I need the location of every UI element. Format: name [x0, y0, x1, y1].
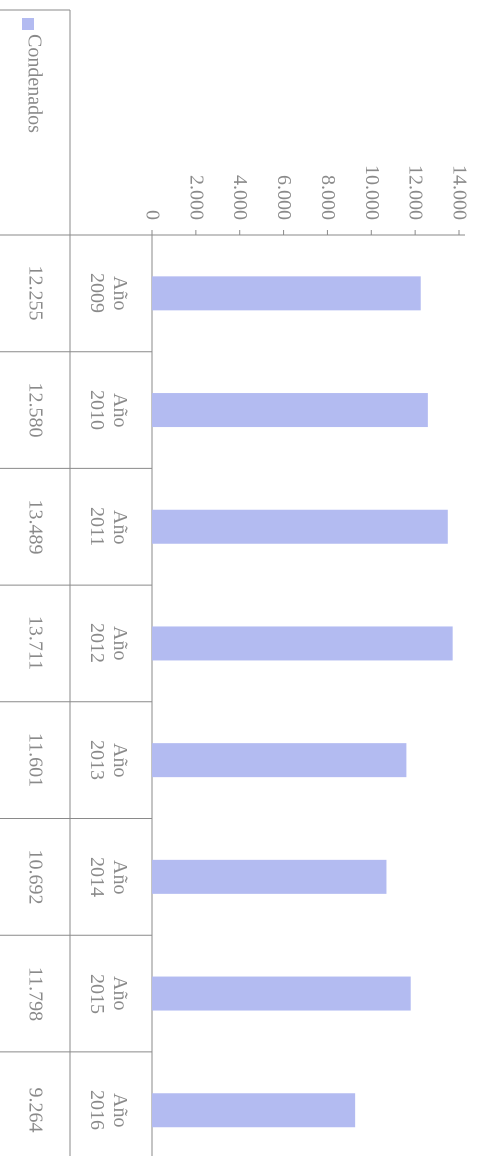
category-label: Año 2009 — [86, 273, 131, 314]
value-label: 11.798 — [24, 966, 47, 1021]
category-label: Año 2011 — [86, 507, 131, 547]
x-tick-label: 6.000 — [273, 175, 296, 220]
value-label: 10.692 — [24, 849, 47, 905]
category-label: Año 2012 — [86, 623, 131, 664]
x-tick-label: 0 — [141, 210, 164, 220]
x-tick-label: 14.000 — [448, 165, 471, 220]
bar — [152, 276, 421, 311]
bar — [152, 976, 411, 1011]
bar — [152, 743, 407, 778]
x-tick-label: 12.000 — [404, 165, 427, 220]
value-label: 12.580 — [24, 382, 47, 438]
category-label: Año 2016 — [86, 1090, 131, 1131]
bar — [152, 1093, 356, 1128]
category-label: Año 2015 — [86, 973, 131, 1014]
bar — [152, 509, 448, 544]
category-label: Año 2010 — [86, 390, 131, 431]
legend-label: Condenados — [23, 34, 46, 133]
x-tick-label: 2.000 — [185, 175, 208, 220]
bar — [152, 859, 387, 894]
legend-swatch — [22, 18, 34, 30]
x-tick-label: 4.000 — [229, 175, 252, 220]
x-tick-label: 10.000 — [360, 165, 383, 220]
value-label: 12.255 — [24, 265, 47, 321]
x-tick-label: 8.000 — [316, 175, 339, 220]
value-label: 13.489 — [24, 499, 47, 555]
value-label: 9.264 — [24, 1087, 47, 1133]
value-label: 13.711 — [24, 616, 47, 671]
value-label: 11.601 — [24, 733, 47, 788]
category-label: Año 2014 — [86, 856, 131, 897]
bar — [152, 626, 453, 661]
bar — [152, 393, 428, 428]
category-label: Año 2013 — [86, 740, 131, 781]
